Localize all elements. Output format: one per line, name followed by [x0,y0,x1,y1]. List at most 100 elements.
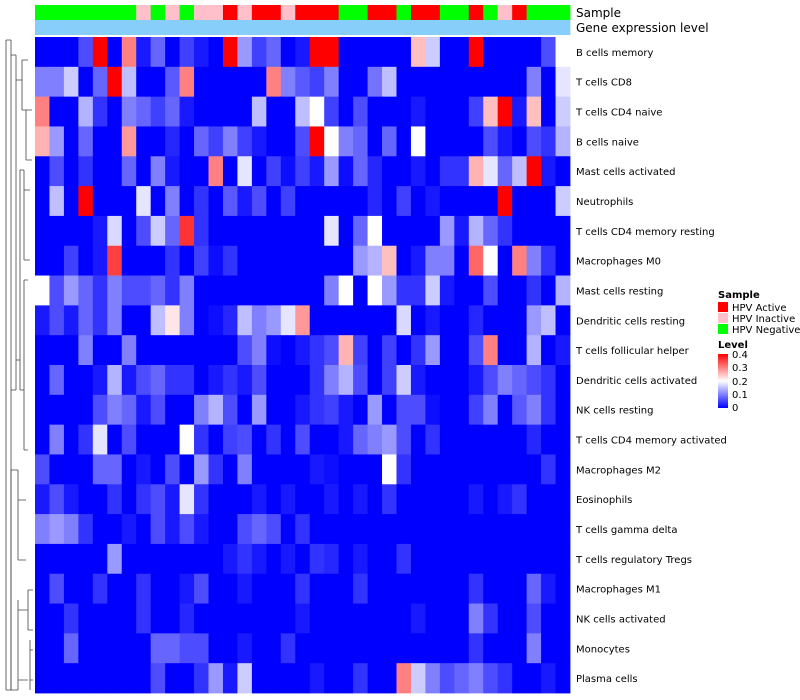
level-tick-0: 0 [732,403,738,414]
heatmap-cell [410,573,426,604]
heatmap-cell [324,215,340,247]
heatmap-cell [92,454,108,485]
heatmap-cell [555,454,571,485]
heatmap-cell [165,663,180,694]
heatmap-cell [251,484,267,515]
heatmap-cell [410,603,426,634]
heatmap-cell [150,365,166,396]
heatmap-cell [194,335,209,366]
heatmap-cell [309,275,325,306]
heatmap-cell [237,335,253,366]
level-tick-0.4: 0.4 [732,350,748,361]
heatmap-cell [338,186,354,217]
heatmap-cell [541,245,556,276]
heatmap-cell [136,245,152,276]
heatmap-cell [324,245,340,276]
row-label: B cells memory [576,48,653,59]
heatmap-cell [63,454,79,485]
heatmap-cell [35,335,50,366]
heatmap-cell [367,424,383,455]
heatmap-cell [309,394,325,426]
heatmap-cell [410,245,426,276]
heatmap-cell [150,96,166,127]
heatmap-cell [454,633,470,664]
heatmap-cell [107,543,123,575]
heatmap-cell [121,186,137,217]
heatmap-cell [324,394,340,426]
gene-expression-annotation-cell [121,20,137,35]
heatmap-cell [35,156,50,187]
heatmap-cell [497,37,513,68]
heatmap-cell [396,305,412,336]
heatmap-cell [92,543,108,575]
heatmap-cell [454,543,470,575]
heatmap-cell [309,156,325,187]
heatmap-cell [497,335,513,366]
heatmap-cell [222,156,238,187]
heatmap-cell [309,663,325,694]
heatmap-cell [194,365,209,396]
heatmap-cell [222,365,238,396]
heatmap-cell [454,126,470,157]
heatmap-cell [150,156,166,187]
level-legend-title: Level [718,340,748,351]
heatmap-cell [324,454,340,485]
heatmap-cell [194,215,209,247]
level-tick-0.3: 0.3 [732,363,748,374]
heatmap-cell [338,215,354,247]
heatmap-cell [78,96,94,127]
heatmap-cell [396,66,412,98]
heatmap-cell [136,186,152,217]
heatmap-cell [208,305,224,336]
heatmap-cell [150,573,166,604]
heatmap-cell [410,514,426,545]
heatmap-cell [107,37,123,68]
level-tick-0.2: 0.2 [732,377,748,388]
heatmap-cell [121,365,137,396]
heatmap-cell [555,96,571,127]
heatmap-cell [382,245,397,276]
heatmap-cell [309,335,325,366]
heatmap-cell [251,454,267,485]
heatmap-cell [179,335,195,366]
heatmap-cell [92,424,108,455]
heatmap-cell [63,663,79,694]
heatmap-cell [179,66,195,98]
heatmap-cell [483,275,499,306]
heatmap-cell [35,37,50,68]
legend-swatch-hpv-active [718,302,728,312]
gene-expression-annotation-cell [92,20,108,35]
heatmap-cell [410,275,426,306]
heatmap-cell [121,66,137,98]
heatmap-cell [468,305,484,336]
heatmap-cell [63,365,79,396]
heatmap-cell [237,37,253,68]
heatmap-cell [454,96,470,127]
heatmap-cell [512,663,528,694]
heatmap-cell [483,126,499,157]
heatmap-cell [382,215,397,247]
heatmap-cell [92,663,108,694]
heatmap-cell [324,663,340,694]
heatmap-cell [512,305,528,336]
heatmap-cell [353,394,368,426]
heatmap-cell [35,633,50,664]
heatmap-cell [280,424,296,455]
heatmap-cell [512,394,528,426]
sample-annotation-cell [367,5,383,20]
heatmap-cell [382,663,397,694]
heatmap-cell [280,96,296,127]
heatmap-cell [280,573,296,604]
gene-expression-annotation-cell [78,20,94,35]
heatmap-cell [382,424,397,455]
heatmap-cell [107,573,123,604]
heatmap-cell [410,37,426,68]
heatmap-cell [165,126,180,157]
heatmap-cell [49,514,65,545]
heatmap-cell [541,573,556,604]
heatmap-cell [425,126,441,157]
sample-annotation-cell [353,5,368,20]
heatmap-cell [555,424,571,455]
heatmap-cell [295,603,311,634]
heatmap-cell [107,156,123,187]
